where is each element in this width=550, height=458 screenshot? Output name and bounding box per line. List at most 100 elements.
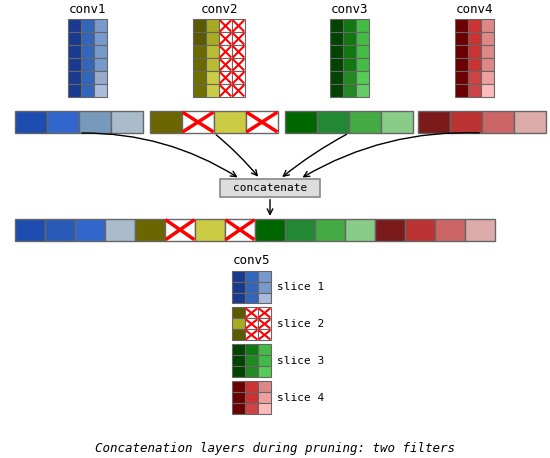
Bar	[481, 84, 494, 97]
Bar	[481, 19, 494, 33]
Bar	[245, 344, 258, 355]
Bar	[330, 71, 343, 84]
Bar	[79, 111, 111, 133]
Bar	[245, 318, 258, 329]
Bar	[81, 19, 94, 33]
Bar	[232, 33, 245, 45]
Bar	[315, 219, 345, 241]
Bar	[214, 111, 246, 133]
Bar	[94, 84, 107, 97]
Text: conv5: conv5	[233, 254, 270, 267]
Bar	[232, 293, 245, 304]
Bar	[356, 19, 369, 33]
Bar	[94, 19, 107, 33]
Bar	[182, 111, 214, 133]
Bar	[193, 33, 206, 45]
Bar	[232, 45, 245, 58]
Bar	[468, 71, 481, 84]
Bar	[232, 271, 245, 282]
Bar	[232, 71, 245, 84]
Bar	[468, 45, 481, 58]
Bar	[232, 355, 245, 366]
Bar	[232, 366, 245, 377]
Bar	[258, 344, 271, 355]
Bar	[206, 45, 219, 58]
Bar	[245, 392, 258, 403]
Text: conv4: conv4	[456, 3, 493, 16]
Bar	[481, 45, 494, 58]
Bar	[206, 58, 219, 71]
Text: conv3: conv3	[331, 3, 369, 16]
Bar	[220, 179, 320, 197]
Bar	[68, 58, 81, 71]
Bar	[68, 45, 81, 58]
Bar	[468, 84, 481, 97]
Bar	[375, 219, 405, 241]
Bar	[258, 329, 271, 340]
Bar	[232, 307, 245, 318]
Bar	[219, 33, 232, 45]
Bar	[455, 58, 468, 71]
Bar	[105, 219, 135, 241]
Bar	[135, 219, 165, 241]
Bar	[258, 381, 271, 392]
Bar	[330, 84, 343, 97]
Bar	[232, 329, 245, 340]
Text: concatenate: concatenate	[233, 183, 307, 193]
Bar	[245, 403, 258, 414]
Bar	[405, 219, 435, 241]
Bar	[81, 45, 94, 58]
Bar	[343, 19, 356, 33]
Bar	[75, 219, 105, 241]
Bar	[193, 58, 206, 71]
Bar	[258, 318, 271, 329]
Bar	[68, 19, 81, 33]
Bar	[150, 111, 182, 133]
Bar	[45, 219, 75, 241]
Bar	[455, 19, 468, 33]
Bar	[232, 381, 245, 392]
Bar	[330, 45, 343, 58]
Bar	[381, 111, 413, 133]
Bar	[68, 33, 81, 45]
Bar	[356, 58, 369, 71]
Bar	[349, 111, 381, 133]
Bar	[450, 111, 482, 133]
Bar	[206, 33, 219, 45]
Bar	[418, 111, 450, 133]
Bar	[68, 84, 81, 97]
Bar	[356, 45, 369, 58]
Bar	[455, 84, 468, 97]
Bar	[330, 33, 343, 45]
Bar	[255, 219, 285, 241]
Text: slice 3: slice 3	[277, 356, 324, 366]
Bar	[94, 58, 107, 71]
Bar	[232, 19, 245, 33]
Bar	[232, 403, 245, 414]
Bar	[258, 366, 271, 377]
Bar	[343, 33, 356, 45]
Bar	[193, 71, 206, 84]
Bar	[245, 293, 258, 304]
Bar	[514, 111, 546, 133]
Bar	[343, 71, 356, 84]
Bar	[258, 355, 271, 366]
Bar	[356, 84, 369, 97]
Bar	[165, 219, 195, 241]
Text: slice 1: slice 1	[277, 282, 324, 292]
Bar	[232, 392, 245, 403]
Bar	[206, 71, 219, 84]
Bar	[245, 271, 258, 282]
Bar	[219, 71, 232, 84]
Bar	[258, 271, 271, 282]
Bar	[468, 33, 481, 45]
Bar	[481, 58, 494, 71]
Bar	[15, 111, 47, 133]
Bar	[195, 219, 225, 241]
Bar	[468, 58, 481, 71]
Text: conv1: conv1	[69, 3, 106, 16]
Bar	[81, 71, 94, 84]
Text: conv2: conv2	[200, 3, 238, 16]
Bar	[245, 381, 258, 392]
Bar	[245, 355, 258, 366]
